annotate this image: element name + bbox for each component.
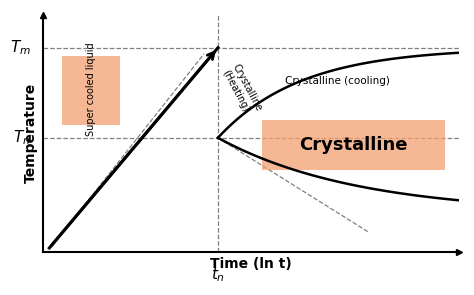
Text: Super cooled liquid: Super cooled liquid [86,42,96,136]
Text: $T_n$: $T_n$ [13,128,31,147]
X-axis label: Time (ln t): Time (ln t) [210,257,292,271]
Text: Crystalline
(Heating): Crystalline (Heating) [220,62,264,119]
Text: $t_n$: $t_n$ [211,266,225,284]
Text: Crystalline (cooling): Crystalline (cooling) [284,76,390,86]
FancyBboxPatch shape [262,120,445,170]
FancyBboxPatch shape [62,56,120,125]
Y-axis label: Temperature: Temperature [24,83,37,183]
Text: Crystalline: Crystalline [299,136,408,154]
Text: $T_m$: $T_m$ [9,38,31,57]
